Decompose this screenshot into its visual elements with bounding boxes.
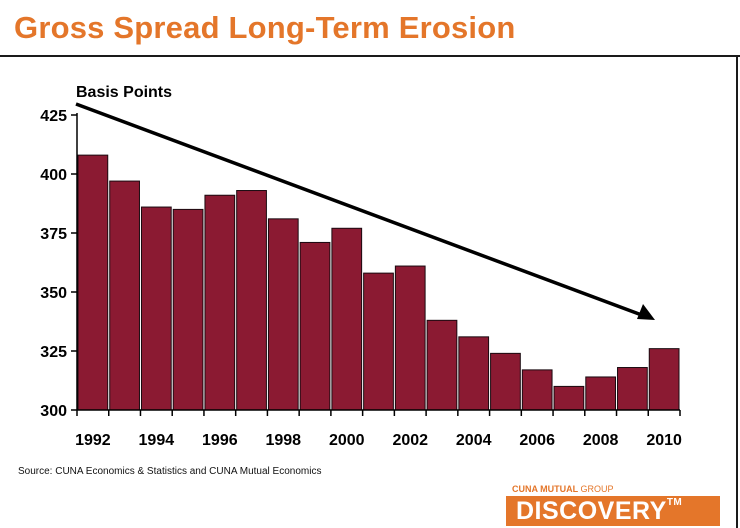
bar-2006 xyxy=(521,369,553,411)
bar-2009 xyxy=(617,367,648,411)
slide-title: Gross Spread Long-Term Erosion xyxy=(14,10,516,45)
brand-group-light: GROUP xyxy=(580,484,614,494)
bar-1997 xyxy=(236,190,267,411)
bar-1998 xyxy=(267,218,299,411)
bar-chart: 300 325 350 375 400 425 1992 1994 1996 1998 2000 20… xyxy=(40,84,682,449)
x-tick-label-2004: 2004 xyxy=(456,432,492,449)
x-tick-label-1994: 1994 xyxy=(139,432,175,449)
slide-border xyxy=(736,55,738,528)
bar-2010 xyxy=(648,348,680,411)
bar-2002 xyxy=(394,265,426,411)
bar-1993 xyxy=(109,180,140,411)
trend-arrow-head xyxy=(637,304,655,320)
x-tick-label-1998: 1998 xyxy=(265,432,301,449)
x-tick-label-2008: 2008 xyxy=(583,432,619,449)
bar-1999 xyxy=(299,241,331,411)
bar-1995 xyxy=(172,208,204,411)
y-tick-label-425: 425 xyxy=(40,108,67,125)
bar-2005 xyxy=(490,352,521,411)
x-tick-label-2010: 2010 xyxy=(646,432,682,449)
bar-2000 xyxy=(331,227,363,411)
bar-1996 xyxy=(204,194,236,411)
basis-points-annotation: Basis Points xyxy=(76,84,172,101)
bar-1992 xyxy=(77,154,109,411)
x-tick-label-1992: 1992 xyxy=(75,432,111,449)
bar-2004 xyxy=(458,336,490,411)
trend-arrow-line xyxy=(75,102,644,318)
y-tick-label-375: 375 xyxy=(40,226,67,243)
bar-2003 xyxy=(426,319,458,411)
y-tick-label-300: 300 xyxy=(40,403,67,420)
brand-name: DISCOVERY xyxy=(516,497,667,525)
source-note: Source: CUNA Economics & Statistics and … xyxy=(18,466,322,477)
brand-trademark: TM xyxy=(666,497,683,508)
x-tick-label-2006: 2006 xyxy=(519,432,555,449)
brand-logo: DISCOVERYTM xyxy=(506,496,720,526)
y-tick-label-325: 325 xyxy=(40,344,67,361)
bar-2001 xyxy=(363,272,394,411)
title-divider xyxy=(0,55,740,57)
brand-group-label: CUNA MUTUAL GROUP xyxy=(512,484,614,494)
bar-1994 xyxy=(140,206,172,411)
bar-2007 xyxy=(553,385,585,411)
x-tick-label-2000: 2000 xyxy=(329,432,365,449)
x-tick-label-1996: 1996 xyxy=(202,432,238,449)
brand-group-bold: CUNA MUTUAL xyxy=(512,484,578,494)
y-tick-label-350: 350 xyxy=(40,285,67,302)
y-tick-label-400: 400 xyxy=(40,167,67,184)
x-tick-label-2002: 2002 xyxy=(392,432,428,449)
bar-2008 xyxy=(585,376,617,411)
